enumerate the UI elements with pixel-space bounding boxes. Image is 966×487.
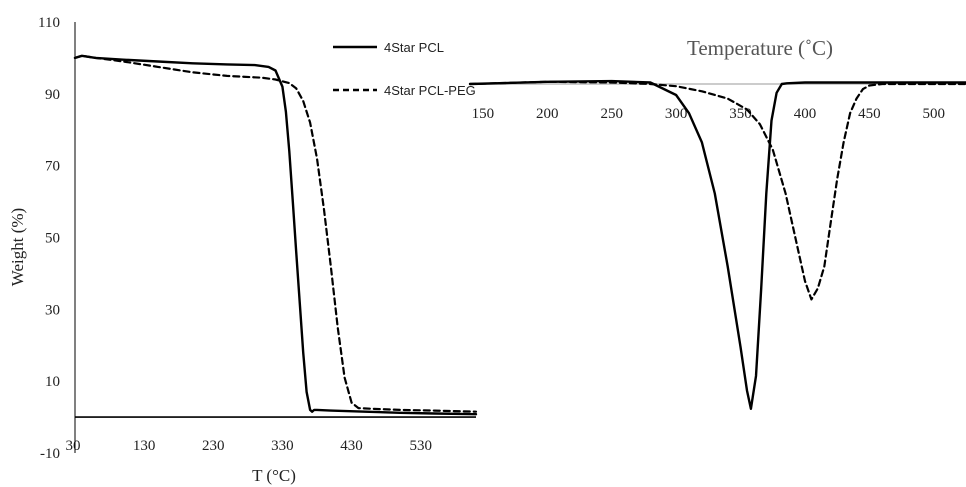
right-series bbox=[468, 79, 966, 410]
y-tick-label: 110 bbox=[38, 15, 60, 31]
x-axis-label: T (°C) bbox=[252, 466, 296, 485]
series-line-pcl bbox=[468, 79, 966, 410]
legend-entry-pcl-peg: 4Star PCL-PEG bbox=[333, 83, 476, 98]
right-tick-labels: 150 200 250 300 350 400 450 500 bbox=[472, 106, 945, 122]
x-tick-label: 500 bbox=[923, 106, 946, 122]
legend: 4Star PCL 4Star PCL-PEG bbox=[333, 40, 476, 98]
x-tick-label: 330 bbox=[271, 438, 294, 454]
x-tick-label: 130 bbox=[133, 438, 156, 454]
x-tick-label: 200 bbox=[536, 106, 559, 122]
weight-loss-chart: 110 90 70 50 30 10 -10 30 130 230 330 430 530 Weight… bbox=[8, 15, 478, 485]
legend-entry-pcl: 4Star PCL bbox=[333, 40, 444, 55]
x-tick-label: 400 bbox=[794, 106, 817, 122]
left-tick-labels: 110 90 70 50 30 10 -10 30 130 230 330 430 530 bbox=[38, 15, 432, 462]
x-tick-label: 230 bbox=[202, 438, 225, 454]
x-tick-label: 530 bbox=[409, 438, 432, 454]
y-tick-label: 50 bbox=[45, 231, 60, 247]
y-tick-label: 70 bbox=[45, 159, 60, 175]
y-tick-label: 10 bbox=[45, 374, 60, 390]
x-tick-label: 30 bbox=[66, 438, 81, 454]
legend-label-pcl: 4Star PCL bbox=[384, 40, 444, 55]
y-tick-label: -10 bbox=[40, 446, 60, 462]
chart-title: Temperature (˚C) bbox=[687, 36, 833, 60]
derivative-chart: Temperature (˚C) 150 200 250 300 350 400 450 50… bbox=[468, 36, 966, 410]
left-axes bbox=[74, 22, 476, 453]
x-tick-label: 300 bbox=[665, 106, 688, 122]
series-line-pcl bbox=[73, 54, 478, 416]
left-series bbox=[73, 54, 478, 416]
y-axis-label: Weight (%) bbox=[8, 208, 27, 286]
x-tick-label: 150 bbox=[472, 106, 495, 122]
y-tick-label: 30 bbox=[45, 302, 60, 318]
series-line-pcl-peg bbox=[73, 54, 478, 413]
x-tick-label: 430 bbox=[340, 438, 363, 454]
x-tick-label: 250 bbox=[600, 106, 623, 122]
x-tick-label: 350 bbox=[729, 106, 752, 122]
series-line-pcl-peg bbox=[468, 80, 966, 301]
legend-label-pcl-peg: 4Star PCL-PEG bbox=[384, 83, 476, 98]
x-tick-label: 450 bbox=[858, 106, 881, 122]
y-tick-label: 90 bbox=[45, 87, 60, 103]
